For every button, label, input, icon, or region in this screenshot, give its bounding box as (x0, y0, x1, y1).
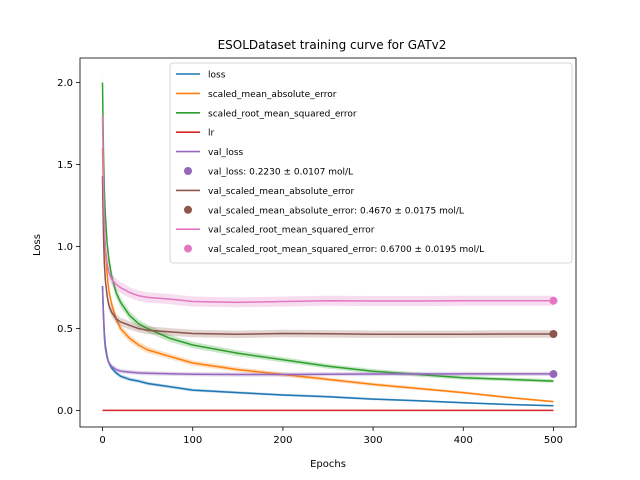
y-tick-label-0: 0.0 (57, 406, 73, 417)
x-axis-label: Epochs (310, 459, 346, 470)
y-tick-label-3: 1.5 (57, 160, 73, 171)
legend-label-2: scaled_root_mean_squared_error (208, 109, 357, 119)
series-line-1 (101, 148, 554, 403)
y-tick-label-1: 0.5 (57, 324, 73, 335)
y-axis: 0.0 0.5 1.0 1.5 2.0 (57, 78, 80, 417)
legend-label-9: val_scaled_root_mean_squared_error: 0.67… (208, 245, 484, 255)
legend-label-0: loss (208, 71, 226, 81)
y-tick-label-4: 2.0 (57, 78, 73, 89)
x-tick-label-5: 500 (544, 435, 563, 446)
x-tick-label-2: 200 (273, 435, 292, 446)
legend: loss scaled_mean_absolute_error scaled_roo… (169, 62, 573, 264)
series-line-4 (101, 285, 554, 376)
final-marker-1 (549, 330, 558, 339)
legend-label-1: scaled_mean_absolute_error (208, 90, 337, 100)
final-marker-2 (549, 296, 558, 305)
series-line-5 (101, 176, 554, 336)
axes-frame (79, 57, 577, 428)
x-axis: 0 100 200 300 400 500 (99, 427, 563, 446)
legend-label-8: val_scaled_root_mean_squared_error (208, 226, 375, 236)
final-marker-0 (549, 370, 558, 379)
x-tick-label-4: 400 (454, 435, 473, 446)
legend-label-5: val_loss: 0.2230 ± 0.0107 mol/L (208, 168, 353, 178)
y-tick-label-2: 1.0 (57, 242, 73, 253)
legend-label-6: val_scaled_mean_absolute_error (208, 187, 355, 197)
x-tick-label-1: 100 (183, 435, 202, 446)
x-tick-label-3: 300 (364, 435, 383, 446)
legend-marker-swatch-7 (184, 205, 192, 214)
x-tick-label-0: 0 (99, 435, 105, 446)
series-line-2 (101, 82, 554, 382)
legend-marker-swatch-9 (184, 244, 192, 253)
chart-title: ESOLDataset training curve for GATv2 (218, 38, 447, 52)
series-line-6 (101, 115, 554, 304)
legend-label-3: lr (208, 129, 215, 139)
plot-area (79, 57, 577, 428)
legend-marker-swatch-5 (184, 167, 192, 175)
legend-label-7: val_scaled_mean_absolute_error: 0.4670 ±… (208, 206, 464, 216)
legend-box (169, 62, 573, 264)
legend-label-4: val_loss (208, 148, 244, 158)
y-axis-label: Loss (32, 234, 43, 256)
